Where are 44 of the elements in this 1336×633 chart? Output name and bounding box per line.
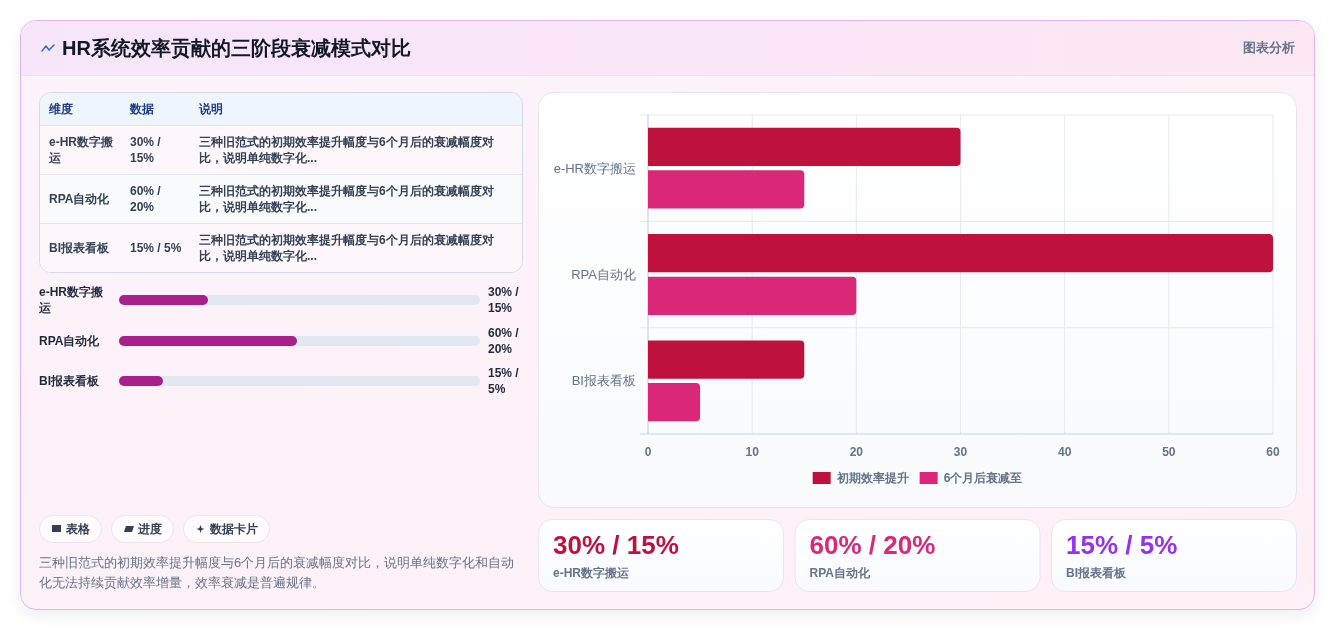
text: 60% / 20% [809,530,936,560]
data-label: 60% / 20% [488,324,520,357]
data-label: 30% / 15% [488,284,520,316]
y-tick-label: e-HR数字搬运 [39,284,104,316]
bar [648,234,1273,273]
category-label: 表格 [66,520,90,538]
text: 数据 [130,101,154,117]
category-label: RPA自动化 [809,565,870,581]
bar [648,382,701,422]
bar [648,170,805,209]
text: 三种旧范式的初期效率提升幅度与6个月后的衰减幅度对比，说明单纯数字化和自动化无法持续贡献效率增量，效率衰减是普遍规律。 [39,554,516,592]
y-tick-label: e-HR数字搬运 [553,160,636,176]
text: 三种旧范式的初期效率提升幅度与6个月后的衰减幅度对比，说明单纯数字化... [199,232,495,264]
y-tick-label: BI报表看板 [571,373,636,389]
text: HR系统效率贡献的三阶段衰减模式对比 [62,36,411,61]
category-label: 进度 [138,520,162,538]
legend-label: 6个月后衰减至 [943,471,1023,485]
x-tick-label: 60 [1266,445,1280,459]
category-label: BI报表看板 [1066,565,1126,581]
legend-label: 初期效率提升 [835,471,909,485]
text: 说明 [199,101,223,117]
x-tick-label: 10 [745,445,760,459]
text: 60% / 20% [130,183,162,215]
text: 30% / 15% [553,530,679,560]
x-tick-label: 20 [849,445,864,459]
y-tick-label: RPA自动化 [39,332,101,350]
x-tick-label: 30 [953,445,968,459]
text: 三种旧范式的初期效率提升幅度与6个月后的衰减幅度对比，说明单纯数字化... [199,134,495,166]
x-tick-label: 0 [644,445,652,459]
bar [648,340,805,379]
text: 15% / 5% [130,240,182,256]
bar [648,276,857,315]
text: 15% / 5% [1066,530,1178,560]
y-tick-label: RPA自动化 [571,267,636,282]
category-label: 数据卡片 [210,520,258,538]
text: 30% / 15% [130,134,162,166]
data-label: 15% / 5% [488,365,520,397]
text: 维度 [49,101,73,117]
text: 图表分析 [1243,39,1295,57]
text: 三种旧范式的初期效率提升幅度与6个月后的衰减幅度对比，说明单纯数字化... [199,183,495,215]
y-tick-label: BI报表看板 [39,373,100,390]
x-tick-label: 40 [1057,445,1072,459]
x-tick-label: 50 [1162,445,1176,459]
bar [648,127,961,167]
